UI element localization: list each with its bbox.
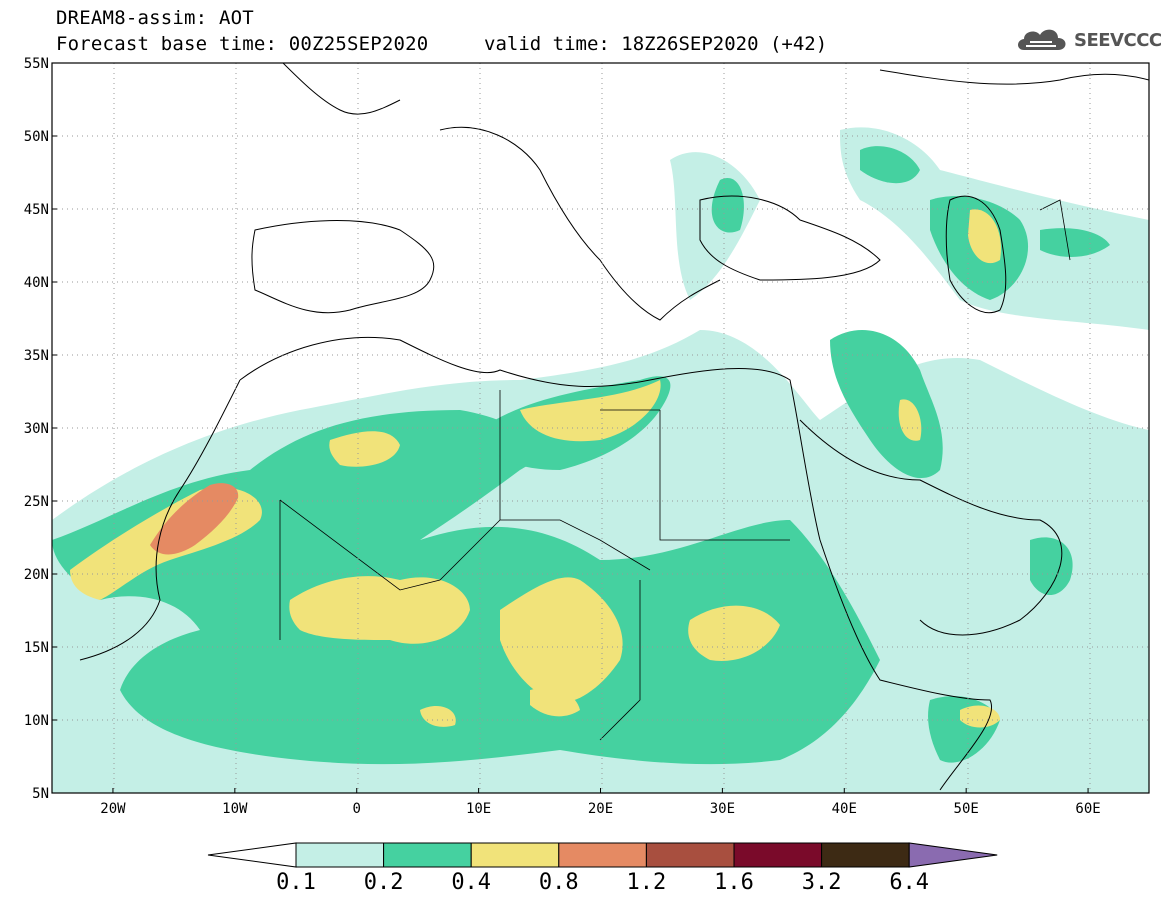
lat-tick-label: 15N (24, 640, 49, 656)
longitude-axis: 20W 10W 0 10E 20E 30E 40E 50E 60E (100, 788, 1101, 817)
colorbar-label: 0.8 (538, 870, 579, 895)
lon-tick-label: 0 (353, 801, 361, 817)
colorbar-label: 6.4 (889, 870, 930, 895)
colorbar-label: 0.1 (276, 870, 316, 895)
colorbar-upper-arrow (908, 842, 998, 868)
country-borders (279, 199, 1071, 741)
colorbar-swatch (645, 842, 735, 868)
lon-tick-label: 20E (588, 801, 613, 817)
lat-tick-label: 40N (24, 275, 49, 291)
colorbar-label: 1.2 (626, 870, 667, 895)
seevccc-logo: SEEVCCC (1016, 24, 1162, 56)
lon-tick-label: 50E (954, 801, 979, 817)
colorbar-swatch (821, 842, 910, 868)
lon-tick-label: 60E (1075, 801, 1100, 817)
lat-tick-label: 20N (24, 567, 49, 583)
lat-tick-label: 45N (24, 202, 49, 218)
lon-tick-label: 10W (222, 801, 248, 817)
lon-tick-label: 10E (466, 801, 491, 817)
lat-tick-label: 5N (32, 786, 49, 802)
colorbar-labels: 0.1 0.2 0.4 0.8 1.2 1.6 3.2 6.4 (0, 870, 1165, 900)
colorbar-swatch (470, 842, 560, 868)
lon-tick-label: 40E (832, 801, 857, 817)
lon-tick-label: 20W (100, 801, 126, 817)
colorbar-lower-arrow (207, 842, 297, 868)
lat-tick-label: 10N (24, 713, 49, 729)
colorbar-label: 0.4 (451, 870, 492, 895)
aot-band-0-8 (150, 483, 239, 555)
lon-tick-label: 30E (710, 801, 735, 817)
logo-text: SEEVCCC (1074, 30, 1162, 51)
graticule (52, 63, 1149, 793)
cloud-icon (1018, 29, 1066, 50)
colorbar-label: 3.2 (801, 870, 842, 895)
latitude-axis: 55N 50N 45N 40N 35N 30N 25N 20N 15N 10N 5N (24, 56, 57, 802)
aot-contour-fields (52, 63, 1149, 793)
colorbar-label: 1.6 (714, 870, 754, 895)
map-title: DREAM8-assim: AOT (56, 7, 254, 29)
colorbar-swatch (733, 842, 823, 868)
colorbar (207, 842, 998, 868)
colorbar-swatch (383, 842, 472, 868)
lat-tick-label: 50N (24, 129, 49, 145)
lat-tick-label: 30N (24, 421, 49, 437)
lat-tick-label: 55N (24, 56, 49, 72)
lat-tick-label: 25N (24, 494, 49, 510)
colorbar-swatch (295, 842, 385, 868)
valid-time: valid time: 18Z26SEP2020 (+42) (484, 33, 828, 55)
forecast-base-time: Forecast base time: 00Z25SEP2020 (56, 33, 429, 55)
colorbar-label: 0.2 (363, 870, 404, 895)
coastlines (79, 63, 1149, 791)
colorbar-swatch (558, 842, 647, 868)
lat-tick-label: 35N (24, 348, 49, 364)
